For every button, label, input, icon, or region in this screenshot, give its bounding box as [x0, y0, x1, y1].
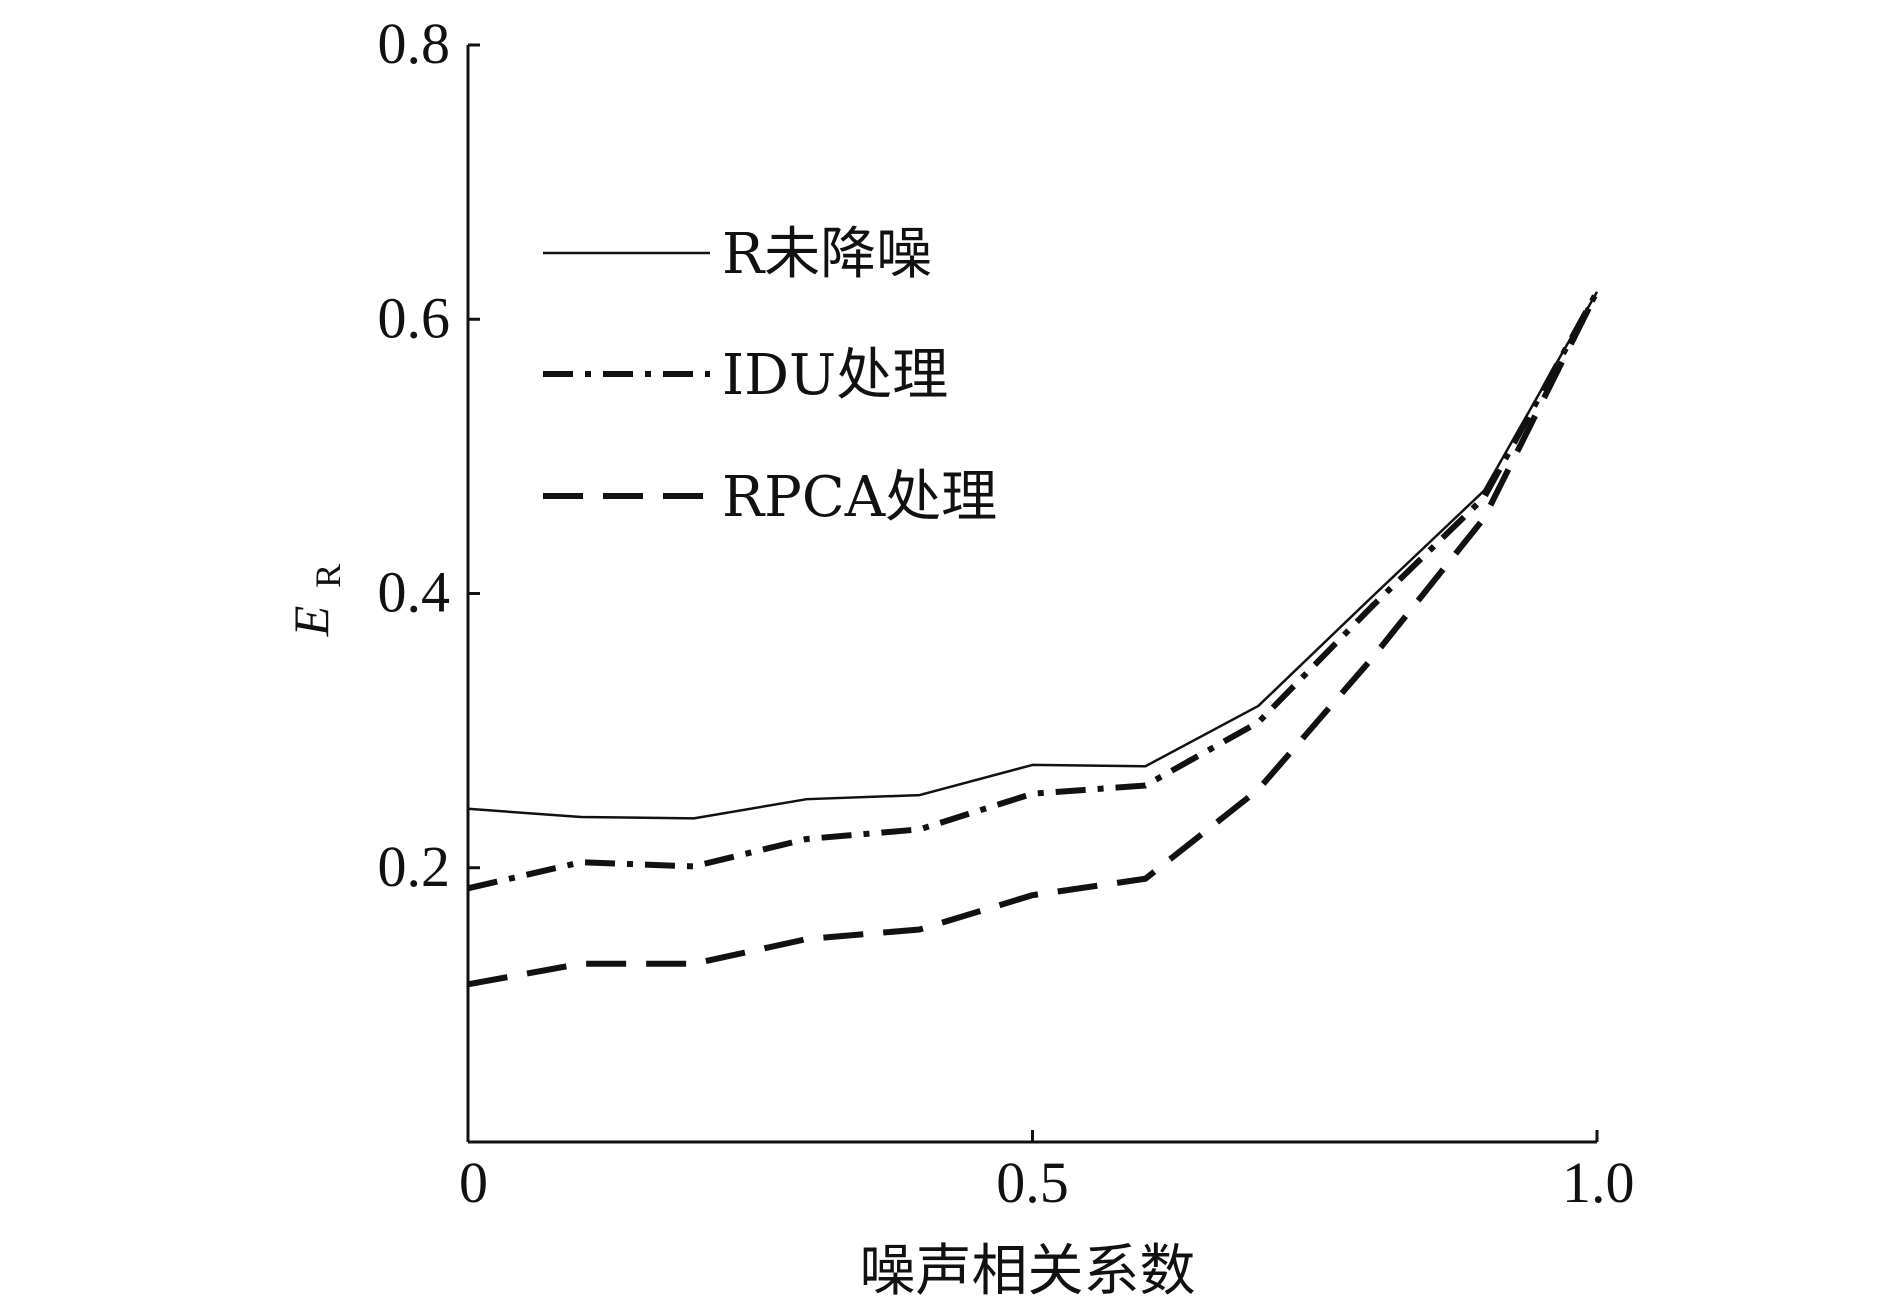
- y-axis-title: E R: [277, 564, 348, 637]
- x-tick-label: 0: [459, 1150, 488, 1215]
- series-lines: [467, 290, 1600, 988]
- axes: 0.2 0.4 0.6 0.8 0 0.5 1.0: [378, 11, 1635, 1215]
- legend-label-0: R未降噪: [722, 222, 932, 287]
- y-tick-label: 0.2: [378, 834, 451, 899]
- legend-label-1: IDU处理: [722, 343, 948, 408]
- y-axis-title-subscript: R: [308, 564, 348, 588]
- series-line-0: [467, 291, 1599, 820]
- y-tick-label: 0.8: [378, 11, 451, 76]
- x-tick-label: 0.5: [996, 1150, 1069, 1215]
- y-tick-label: 0.4: [378, 560, 451, 625]
- series-line-1: [467, 290, 1600, 892]
- axis-labels: 噪声相关系数 E R: [277, 564, 1196, 1300]
- legend-label-2: RPCA处理: [722, 465, 997, 530]
- series-line-2: [467, 290, 1600, 988]
- y-axis-title-main: E: [283, 606, 339, 638]
- x-axis-title: 噪声相关系数: [860, 1239, 1196, 1300]
- x-tick-label: 1.0: [1562, 1150, 1635, 1215]
- legend: R未降噪 IDU处理 RPCA处理: [543, 222, 997, 530]
- y-tick-label: 0.6: [378, 285, 451, 350]
